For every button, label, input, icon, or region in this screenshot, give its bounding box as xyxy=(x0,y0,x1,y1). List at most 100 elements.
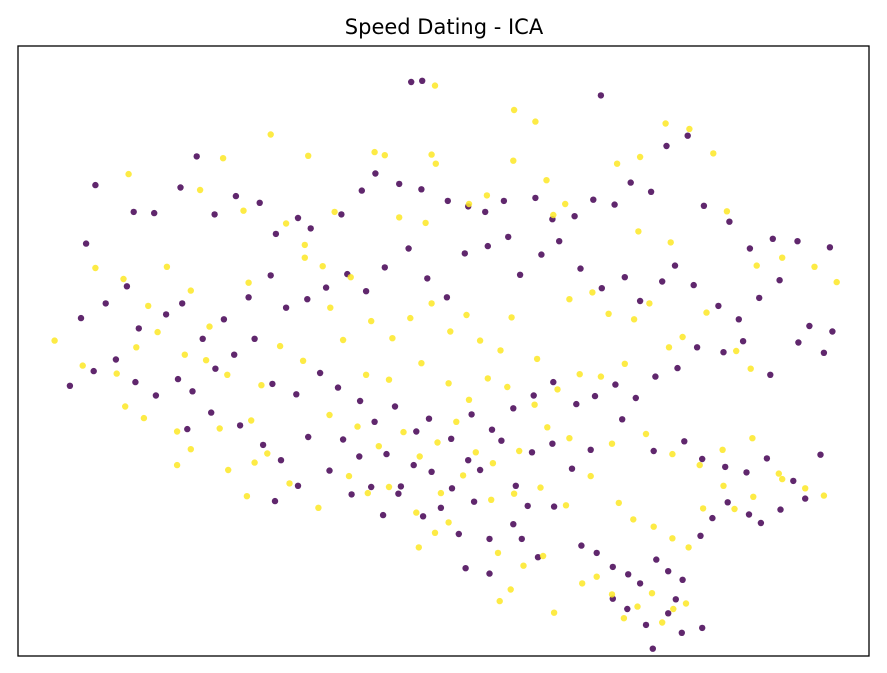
scatter-point xyxy=(510,405,517,412)
scatter-point xyxy=(753,262,760,269)
scatter-point xyxy=(544,424,551,431)
scatter-point xyxy=(358,187,365,194)
scatter-point xyxy=(418,186,425,193)
scatter-point xyxy=(587,446,594,453)
scatter-point xyxy=(671,262,679,269)
scatter-point xyxy=(632,394,639,402)
scatter-point xyxy=(665,610,672,617)
scatter-point xyxy=(556,238,563,245)
scatter-point xyxy=(391,403,399,410)
scatter-point xyxy=(305,433,312,441)
scatter-point xyxy=(455,530,462,538)
scatter-point xyxy=(625,571,632,578)
scatter-point xyxy=(196,186,204,194)
scatter-point xyxy=(294,214,302,222)
scatter-point xyxy=(659,619,666,626)
scatter-point xyxy=(338,211,345,218)
scatter-point xyxy=(259,441,267,449)
scatter-point xyxy=(724,499,731,506)
scatter-point xyxy=(130,208,137,216)
scatter-point xyxy=(465,200,473,208)
scatter-point xyxy=(187,446,194,453)
scatter-point xyxy=(700,202,708,209)
scatter-point xyxy=(504,383,511,391)
scatter-point xyxy=(621,360,628,367)
scatter-point xyxy=(372,170,379,177)
scatter-point xyxy=(133,344,140,351)
scatter-point xyxy=(516,447,523,455)
scatter-point xyxy=(184,425,191,433)
scatter-point xyxy=(434,439,441,446)
scatter-point xyxy=(652,373,659,380)
scatter-point xyxy=(627,179,634,186)
scatter-point xyxy=(206,323,213,330)
series-1 xyxy=(51,82,840,626)
scatter-point xyxy=(507,586,514,593)
scatter-point xyxy=(530,392,537,399)
scatter-point xyxy=(375,443,382,450)
scatter-point xyxy=(339,436,347,443)
scatter-point xyxy=(510,106,518,114)
scatter-point xyxy=(710,150,717,157)
scatter-point xyxy=(682,600,690,607)
scatter-point xyxy=(659,278,666,285)
scatter-point xyxy=(251,459,258,466)
scatter-point xyxy=(696,461,703,469)
scatter-point xyxy=(642,430,650,438)
scatter-point xyxy=(174,375,182,383)
scatter-point xyxy=(642,621,650,629)
scatter-point xyxy=(294,482,302,489)
scatter-point xyxy=(470,498,478,505)
scatter-point xyxy=(428,151,435,158)
scatter-point xyxy=(505,233,512,241)
scatter-point xyxy=(550,609,558,616)
scatter-point xyxy=(539,552,547,560)
scatter-point xyxy=(779,475,786,483)
scatter-point xyxy=(829,328,836,335)
scatter-point xyxy=(636,153,644,161)
scatter-point xyxy=(534,554,542,561)
scatter-point xyxy=(282,304,290,311)
scatter-point xyxy=(389,335,396,342)
scatter-point xyxy=(326,467,333,474)
scatter-point xyxy=(587,472,594,480)
scatter-point xyxy=(795,339,802,346)
scatter-point xyxy=(650,447,657,455)
scatter-point xyxy=(566,296,573,303)
scatter-point xyxy=(630,316,638,323)
scatter-point xyxy=(532,118,539,125)
scatter-point xyxy=(400,428,407,436)
scatter-point xyxy=(611,201,618,208)
scatter-point xyxy=(356,397,364,405)
scatter-point xyxy=(709,514,716,522)
scatter-point xyxy=(448,435,455,442)
scatter-point xyxy=(550,211,557,219)
scatter-point xyxy=(202,357,210,364)
scatter-point xyxy=(593,549,600,557)
scatter-point xyxy=(225,466,232,474)
scatter-point xyxy=(112,356,120,363)
scatter-point xyxy=(356,453,363,460)
scatter-point xyxy=(615,499,622,507)
scatter-point xyxy=(322,284,330,291)
scatter-point xyxy=(794,238,801,245)
scatter-point xyxy=(271,497,279,505)
scatter-point xyxy=(428,468,435,475)
scatter-point xyxy=(416,453,423,460)
scatter-point xyxy=(181,351,188,358)
scatter-point xyxy=(362,371,370,378)
scatter-point xyxy=(496,597,503,605)
scatter-point xyxy=(405,245,412,252)
scatter-point xyxy=(354,423,361,430)
scatter-point xyxy=(193,153,200,160)
scatter-point xyxy=(293,391,300,398)
scatter-point xyxy=(371,418,378,425)
scatter-point xyxy=(179,300,186,307)
scatter-point xyxy=(630,516,637,523)
scatter-point xyxy=(251,335,258,342)
scatter-point xyxy=(381,264,388,271)
scatter-point xyxy=(277,457,285,464)
scatter-point xyxy=(459,472,467,479)
scatter-point xyxy=(362,288,370,295)
scatter-point xyxy=(395,490,402,497)
